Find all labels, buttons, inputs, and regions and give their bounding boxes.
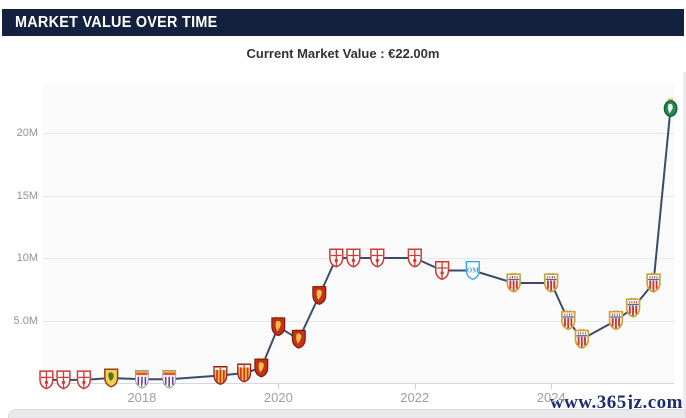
red-yellow-stripes-crest-marker[interactable] <box>213 366 228 385</box>
gold-striped-crest-icon <box>543 272 559 293</box>
red-lion-crest-icon <box>312 284 327 305</box>
red-cross-crest-marker[interactable] <box>434 260 450 281</box>
gold-striped-crest-marker[interactable] <box>646 272 661 293</box>
red-cross-crest-icon <box>407 248 422 268</box>
red-cross-crest-icon <box>39 370 54 390</box>
gridline-15M <box>43 195 674 197</box>
red-yellow-stripes-crest-icon <box>237 363 252 383</box>
red-yellow-stripes-crest-marker[interactable] <box>237 363 252 383</box>
red-cross-crest-marker[interactable] <box>370 248 385 268</box>
gold-striped-crest-icon <box>561 310 576 331</box>
section-title: MARKET VALUE OVER TIME <box>15 13 218 31</box>
gold-striped-crest-icon <box>608 310 624 331</box>
svg-text:OM: OM <box>467 267 479 275</box>
red-lion-crest-marker[interactable] <box>254 357 269 378</box>
red-lion-crest-icon <box>291 328 306 349</box>
gridline-5.0M <box>43 320 674 322</box>
purple-stripes-crest-marker[interactable] <box>162 369 177 389</box>
red-cross-crest-marker[interactable] <box>329 248 344 268</box>
red-lion-crest-marker[interactable] <box>291 328 306 349</box>
y-axis-label: 5.0M <box>13 314 38 327</box>
red-cross-crest-icon <box>56 370 71 390</box>
watermark: www.365jz.com <box>549 392 683 413</box>
x-axis-label: 2024 <box>536 390 566 405</box>
red-yellow-stripes-crest-icon <box>213 366 228 385</box>
yellow-lion-crest-icon <box>104 368 119 388</box>
red-cross-crest-marker[interactable] <box>56 370 71 390</box>
yellow-lion-crest-marker[interactable] <box>104 368 119 388</box>
page-edge-strip <box>683 72 686 410</box>
gold-striped-crest-marker[interactable] <box>608 310 624 331</box>
y-axis-label: 15M <box>16 189 38 202</box>
purple-stripes-crest-icon <box>135 369 149 389</box>
x-axis-label: 2018 <box>127 390 157 405</box>
red-cross-crest-marker[interactable] <box>346 248 361 268</box>
x-axis-tick <box>414 384 416 389</box>
plot-area: OM <box>39 83 678 390</box>
red-cross-crest-icon <box>76 370 92 390</box>
red-cross-crest-icon <box>346 248 361 268</box>
gold-striped-crest-marker[interactable] <box>543 272 559 293</box>
gold-striped-crest-marker[interactable] <box>625 297 641 318</box>
red-cross-crest-marker[interactable] <box>407 248 422 268</box>
green-roundel-crest-marker[interactable] <box>663 97 678 117</box>
red-lion-crest-icon <box>271 316 286 337</box>
x-axis-tick <box>141 384 143 389</box>
blue-om-crest-marker[interactable]: OM <box>465 261 480 281</box>
x-axis-label: 2020 <box>263 390 293 405</box>
red-lion-crest-icon <box>254 357 269 378</box>
x-axis-tick <box>551 384 553 389</box>
chart-canvas: OM <box>39 97 678 390</box>
y-axis-label: 10M <box>16 252 38 264</box>
red-cross-crest-icon <box>434 260 450 281</box>
next-panel-edge <box>8 409 686 418</box>
current-market-value-text: Current Market Value : €22.00m <box>246 46 440 61</box>
purple-stripes-crest-marker[interactable] <box>135 369 149 389</box>
red-cross-crest-marker[interactable] <box>76 370 92 390</box>
gold-striped-crest-icon <box>646 272 661 293</box>
gold-striped-crest-icon <box>574 328 590 349</box>
green-roundel-crest-icon <box>663 97 678 117</box>
red-cross-crest-marker[interactable] <box>39 370 54 390</box>
purple-stripes-crest-icon <box>162 369 177 389</box>
red-lion-crest-marker[interactable] <box>271 316 286 337</box>
gold-striped-crest-icon <box>625 297 641 318</box>
section-header: MARKET VALUE OVER TIME <box>2 9 684 36</box>
x-axis-label: 2022 <box>400 390 430 405</box>
gold-striped-crest-marker[interactable] <box>506 272 521 293</box>
gold-striped-crest-marker[interactable] <box>561 310 576 331</box>
red-cross-crest-icon <box>370 248 385 268</box>
red-lion-crest-marker[interactable] <box>312 284 327 305</box>
y-axis-label: 20M <box>16 127 38 139</box>
gold-striped-crest-icon <box>506 272 521 293</box>
gold-striped-crest-marker[interactable] <box>574 328 590 349</box>
red-cross-crest-icon <box>329 248 344 268</box>
blue-om-crest-icon: OM <box>465 261 480 281</box>
x-axis-tick <box>278 384 280 389</box>
gridline-20M <box>43 133 674 134</box>
